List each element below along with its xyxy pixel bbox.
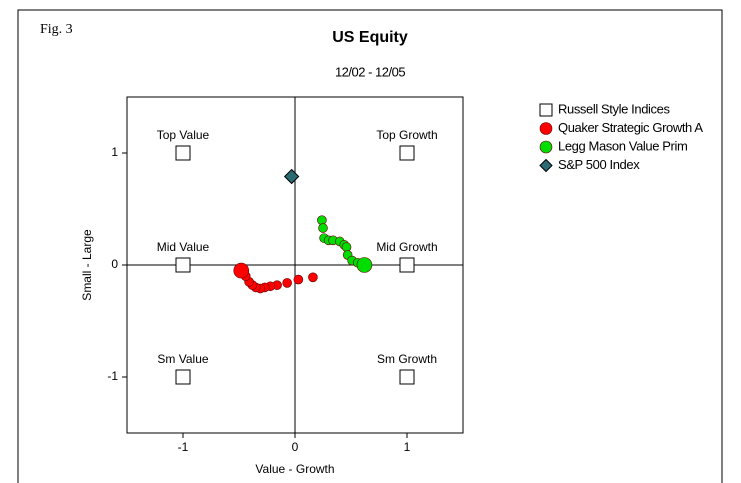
- x-tick-label: 1: [404, 440, 411, 454]
- point-circle: [293, 274, 304, 285]
- point-circle: [318, 223, 328, 233]
- legend-marker: [539, 158, 553, 173]
- y-tick-label: 1: [111, 145, 118, 159]
- point-label: Top Value: [157, 128, 210, 142]
- point-circle: [308, 272, 318, 283]
- chart-subtitle: 12/02 - 12/05: [335, 64, 405, 79]
- point-circle: [317, 215, 327, 225]
- legend-marker: [539, 122, 553, 135]
- point-circle: [356, 257, 373, 273]
- x-axis-label: Value - Growth: [255, 462, 334, 476]
- legend-label: Russell Style Indices: [558, 101, 670, 116]
- point-label: Top Growth: [376, 128, 437, 142]
- x-tick-label: 0: [292, 440, 299, 454]
- y-tick-label: 0: [111, 257, 118, 271]
- point-square: [175, 369, 191, 385]
- point-square: [399, 257, 415, 273]
- point-label: Sm Growth: [377, 352, 437, 366]
- frame: [17, 9, 723, 483]
- point-circle: [341, 242, 352, 252]
- legend-marker: [539, 103, 553, 117]
- chart-title: US Equity: [332, 29, 408, 46]
- x-tick-label: -1: [178, 440, 189, 454]
- figure-label: Fig. 3: [40, 22, 73, 37]
- legend-label: S&P 500 Index: [558, 157, 640, 172]
- legend-marker: [539, 140, 553, 154]
- legend-label: Quaker Strategic Growth A: [558, 120, 703, 135]
- point-square: [399, 369, 415, 385]
- y-tick-label: -1: [107, 369, 118, 383]
- point-square: [175, 257, 191, 273]
- point-label: Mid Value: [157, 240, 210, 254]
- point-circle: [233, 262, 250, 279]
- y-axis-label: Small - Large: [80, 229, 94, 301]
- legend-label: Legg Mason Value Prim: [558, 138, 687, 153]
- point-circle: [282, 278, 292, 288]
- point-square: [399, 145, 415, 161]
- point-diamond: [283, 168, 300, 185]
- point-label: Mid Growth: [376, 240, 437, 254]
- point-label: Sm Value: [157, 352, 208, 366]
- point-square: [175, 145, 191, 161]
